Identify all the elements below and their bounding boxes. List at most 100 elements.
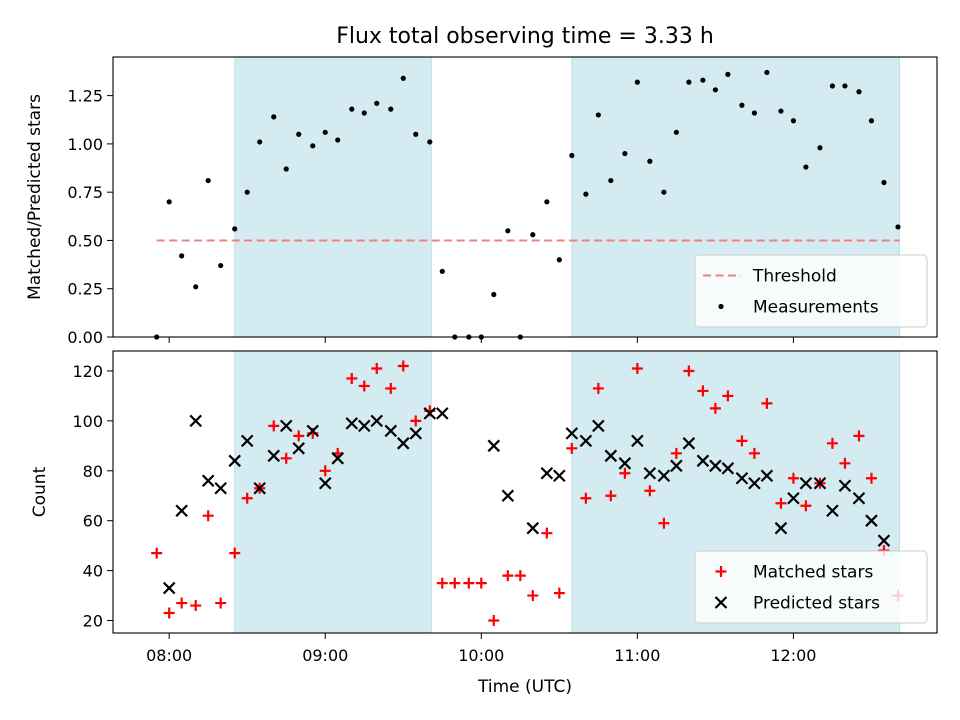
data-point	[881, 179, 887, 186]
data-point	[647, 158, 653, 164]
data-point	[748, 447, 760, 459]
data-point	[514, 570, 526, 582]
data-point	[661, 189, 667, 195]
x-tick-label: 11:00	[614, 646, 660, 665]
data-point	[787, 472, 799, 484]
data-point	[826, 437, 838, 449]
data-point	[502, 570, 514, 582]
data-point	[244, 189, 250, 195]
data-point	[751, 110, 758, 116]
data-point	[501, 489, 515, 503]
y-tick-label: 100	[72, 412, 103, 431]
x-tick-label: 09:00	[302, 646, 348, 665]
y-tick-label: 40	[83, 562, 103, 581]
data-point	[396, 437, 410, 450]
data-point	[163, 607, 175, 619]
data-point	[764, 69, 770, 76]
data-point	[488, 615, 500, 627]
data-point	[413, 131, 419, 137]
series-matched-stars	[151, 360, 904, 627]
data-point	[505, 228, 511, 234]
y-tick-label: 80	[83, 462, 103, 481]
data-point	[813, 476, 827, 490]
data-point	[622, 150, 628, 157]
data-point	[306, 424, 320, 438]
y-tick-label: 20	[83, 612, 103, 631]
data-point	[631, 434, 644, 448]
x-tick-label: 08:00	[146, 646, 192, 665]
data-point	[345, 417, 359, 430]
data-point	[658, 517, 670, 529]
data-point	[283, 166, 289, 172]
data-point	[736, 435, 748, 447]
data-point	[175, 504, 188, 517]
data-point	[541, 527, 553, 539]
legend-swatch	[715, 566, 727, 577]
data-point	[388, 106, 394, 112]
data-point	[670, 447, 682, 459]
data-point	[232, 226, 238, 232]
data-point	[608, 177, 614, 184]
data-point	[322, 129, 328, 135]
data-point	[838, 479, 852, 493]
data-point	[865, 514, 878, 527]
data-point	[439, 268, 445, 274]
data-point	[349, 106, 355, 112]
y-tick-label: 0.25	[67, 280, 103, 299]
data-point	[774, 521, 788, 535]
data-point	[790, 118, 797, 124]
data-point	[331, 452, 345, 465]
y-tick-label: 0.50	[67, 231, 103, 250]
data-point	[267, 449, 281, 463]
data-point	[449, 577, 461, 589]
legend-box	[694, 550, 928, 624]
y-tick-label: 0.75	[67, 183, 103, 202]
series-predicted-stars	[162, 407, 891, 595]
data-point	[868, 118, 875, 124]
data-point	[166, 199, 172, 205]
legend-label: Threshold	[752, 267, 837, 287]
data-point	[215, 597, 227, 609]
legend-swatch	[718, 303, 724, 310]
data-point	[605, 490, 617, 502]
data-point	[700, 77, 706, 83]
plot-frame	[112, 350, 938, 634]
data-point	[580, 492, 592, 504]
data-point	[842, 83, 848, 89]
data-point	[241, 492, 253, 504]
data-point	[595, 112, 601, 118]
data-point	[193, 284, 199, 290]
data-point	[787, 491, 800, 505]
legend-label: Matched stars	[753, 563, 873, 583]
data-point	[279, 419, 293, 433]
x-tick-label: 10:00	[458, 646, 504, 665]
data-point	[553, 587, 565, 599]
data-point	[318, 476, 332, 490]
data-point	[761, 397, 773, 409]
data-point	[853, 430, 865, 442]
data-point	[271, 114, 277, 120]
data-point	[712, 87, 718, 93]
data-point	[634, 79, 640, 85]
chart-title: Flux total observing time = 3.33 h	[336, 24, 714, 49]
data-point	[583, 191, 589, 197]
data-point	[865, 472, 877, 484]
data-point	[686, 79, 692, 85]
data-point	[319, 465, 331, 477]
data-point	[618, 457, 632, 470]
data-point	[799, 476, 813, 490]
data-point	[384, 424, 398, 438]
data-point	[569, 152, 575, 159]
data-point	[292, 442, 305, 455]
legend-box	[694, 254, 928, 328]
bottom-panel: 20 40 60 80 100 120 08:00 09:00 10:00 11:00 12:00 C…	[30, 350, 938, 665]
data-point	[877, 534, 891, 547]
data-point	[670, 459, 683, 473]
data-point	[179, 253, 185, 259]
data-point	[358, 380, 370, 392]
y-tick-label: 0.00	[67, 328, 103, 347]
data-point	[218, 262, 224, 269]
data-point	[709, 402, 721, 414]
data-point	[385, 382, 397, 394]
data-point	[357, 419, 371, 433]
